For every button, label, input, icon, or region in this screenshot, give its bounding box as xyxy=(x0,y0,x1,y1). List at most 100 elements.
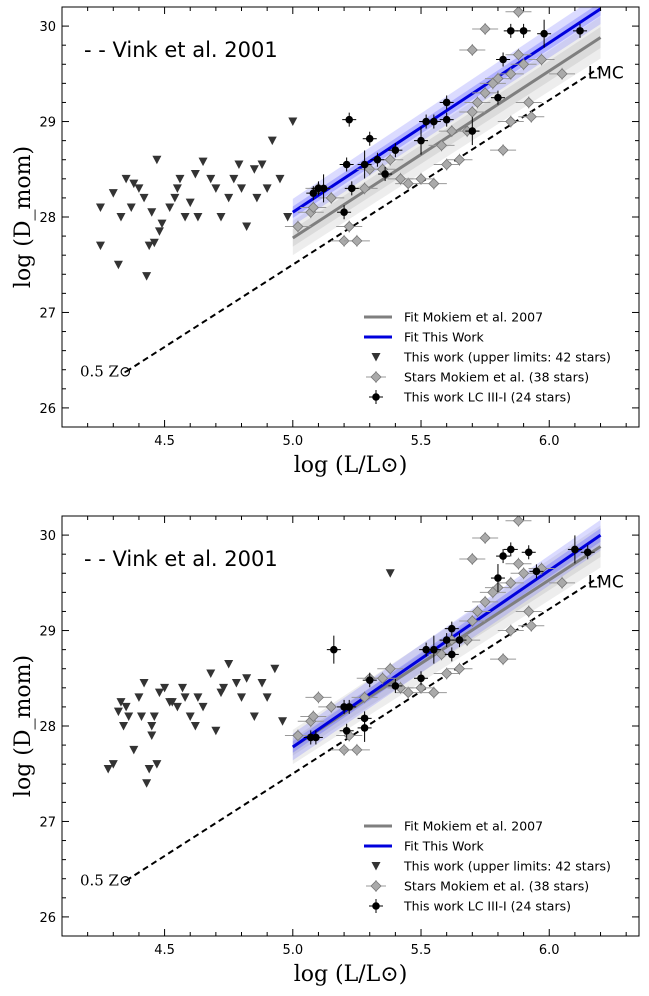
upper-limit-triangle xyxy=(116,213,126,222)
upper-limit-triangle xyxy=(224,193,234,203)
upper-limit-triangle xyxy=(136,712,146,721)
mokiem-star xyxy=(395,686,422,699)
upper-limit-triangle xyxy=(103,764,113,774)
upper-limit-triangle xyxy=(193,213,203,222)
upper-limit-triangle xyxy=(172,702,182,712)
mokiem-band-outer xyxy=(292,16,601,256)
lc-star xyxy=(426,114,441,129)
upper-limit-triangle xyxy=(216,213,226,222)
upper-limit-triangle xyxy=(231,679,241,688)
upper-limit-triangle xyxy=(126,203,136,212)
lc-star xyxy=(465,117,480,146)
upper-limit-triangle xyxy=(167,698,177,707)
upper-limit-triangle xyxy=(134,693,144,702)
mokiem-star xyxy=(510,567,537,580)
lc-star xyxy=(516,23,531,38)
y-tick-label: 26 xyxy=(39,911,56,926)
mokiem-star xyxy=(387,172,414,185)
mokiem-star xyxy=(472,86,499,99)
upper-limit-triangle xyxy=(211,726,221,736)
lc-star xyxy=(357,150,372,179)
upper-limit-triangle xyxy=(257,679,267,688)
y-tick-label: 30 xyxy=(39,529,56,544)
legend-entry: Fit This Work xyxy=(364,839,485,854)
mokiem-star xyxy=(528,53,555,66)
z-annotation: 0.5 Z⊙ xyxy=(80,872,132,890)
upper-limit-triangle xyxy=(275,174,285,184)
upper-limit-triangle xyxy=(180,693,190,702)
y-tick-label: 30 xyxy=(39,20,56,35)
mokiem-star xyxy=(497,624,524,637)
upper-limit-triangle xyxy=(149,238,159,248)
upper-limit-triangle xyxy=(149,712,159,721)
upper-limit-triangle xyxy=(129,179,139,189)
upper-limit-triangle xyxy=(237,184,247,193)
upper-limit-triangle xyxy=(152,760,162,769)
upper-limit-triangle xyxy=(154,227,164,236)
lc-star xyxy=(573,23,588,38)
upper-limit-triangle xyxy=(116,698,126,707)
upper-limit-triangle xyxy=(252,193,262,203)
x-tick-label: 4.5 xyxy=(154,943,175,958)
upper-limit-triangle xyxy=(242,222,252,232)
upper-limit-triangle xyxy=(224,659,234,669)
upper-limit-triangle xyxy=(95,203,105,212)
lc-star xyxy=(419,114,434,129)
lc-star xyxy=(426,635,441,664)
mokiem-star xyxy=(336,220,363,233)
lc-star xyxy=(439,95,454,110)
mokiem-star xyxy=(428,139,455,152)
upper-limit-triangle xyxy=(206,174,216,184)
legend-entry: Stars Mokiem et al. (38 stars) xyxy=(366,879,589,894)
upper-limit-triangle xyxy=(113,707,123,717)
lc-star xyxy=(496,549,511,564)
legend-label: This work LC III-I (24 stars) xyxy=(403,899,571,914)
upper-limit-triangle xyxy=(180,213,190,222)
upper-limit-triangle xyxy=(178,683,188,693)
x-tick-label: 6.0 xyxy=(539,943,560,958)
upper-limit-triangle xyxy=(121,702,131,712)
mokiem-star xyxy=(479,77,506,90)
upper-limit-triangle xyxy=(172,184,182,193)
mokiem-star xyxy=(351,691,378,704)
lc-star xyxy=(388,678,403,693)
upper-limit-triangle xyxy=(134,184,144,193)
mokiem-star xyxy=(479,586,506,599)
legend-entry: This work LC III-I (24 stars) xyxy=(369,390,571,405)
lc-star xyxy=(444,647,459,662)
mokiem-star xyxy=(505,48,532,61)
lc-star xyxy=(362,131,377,146)
upper-limit-triangle xyxy=(108,760,118,769)
mokiem-star xyxy=(387,681,414,694)
mokiem-star xyxy=(438,125,465,138)
lc-star xyxy=(503,23,518,38)
panel-top: 4.5 5.0 5.5 6.0 26 27 28 29 30 log (L/L⊙) log (D_m… xyxy=(11,6,640,478)
mokiem-star xyxy=(549,67,576,80)
lc-star xyxy=(342,112,357,127)
lc-star xyxy=(419,642,434,657)
mokiem-star xyxy=(343,743,370,756)
lc-star xyxy=(337,205,352,220)
vink-annotation: - - Vink et al. 2001 xyxy=(84,547,278,571)
upper-limit-triangle xyxy=(219,683,229,693)
fit-this-work-line xyxy=(291,7,602,214)
mokiem-star xyxy=(497,115,524,128)
y-tick-label: 27 xyxy=(39,306,56,321)
lc-star xyxy=(370,152,385,167)
legend-entry: This work (upper limits: 42 stars) xyxy=(371,859,611,874)
y-tick-label: 29 xyxy=(39,116,56,131)
mokiem-star xyxy=(549,576,576,589)
upper-limit-triangle xyxy=(139,679,149,688)
mokiem-star xyxy=(459,552,486,565)
upper-limit-triangle xyxy=(154,688,164,698)
mokiem-star xyxy=(505,557,532,570)
mokiem-star xyxy=(505,7,532,18)
mokiem-star xyxy=(515,96,542,109)
upper-limit-triangle xyxy=(234,160,244,169)
legend-entry: Fit Mokiem et al. 2007 xyxy=(364,310,543,325)
legend-entry: Stars Mokiem et al. (38 stars) xyxy=(366,370,589,385)
mokiem-star xyxy=(446,662,473,675)
upper-limit-triangle xyxy=(190,170,200,179)
lc-star xyxy=(567,535,582,564)
mokiem-star xyxy=(284,729,311,742)
